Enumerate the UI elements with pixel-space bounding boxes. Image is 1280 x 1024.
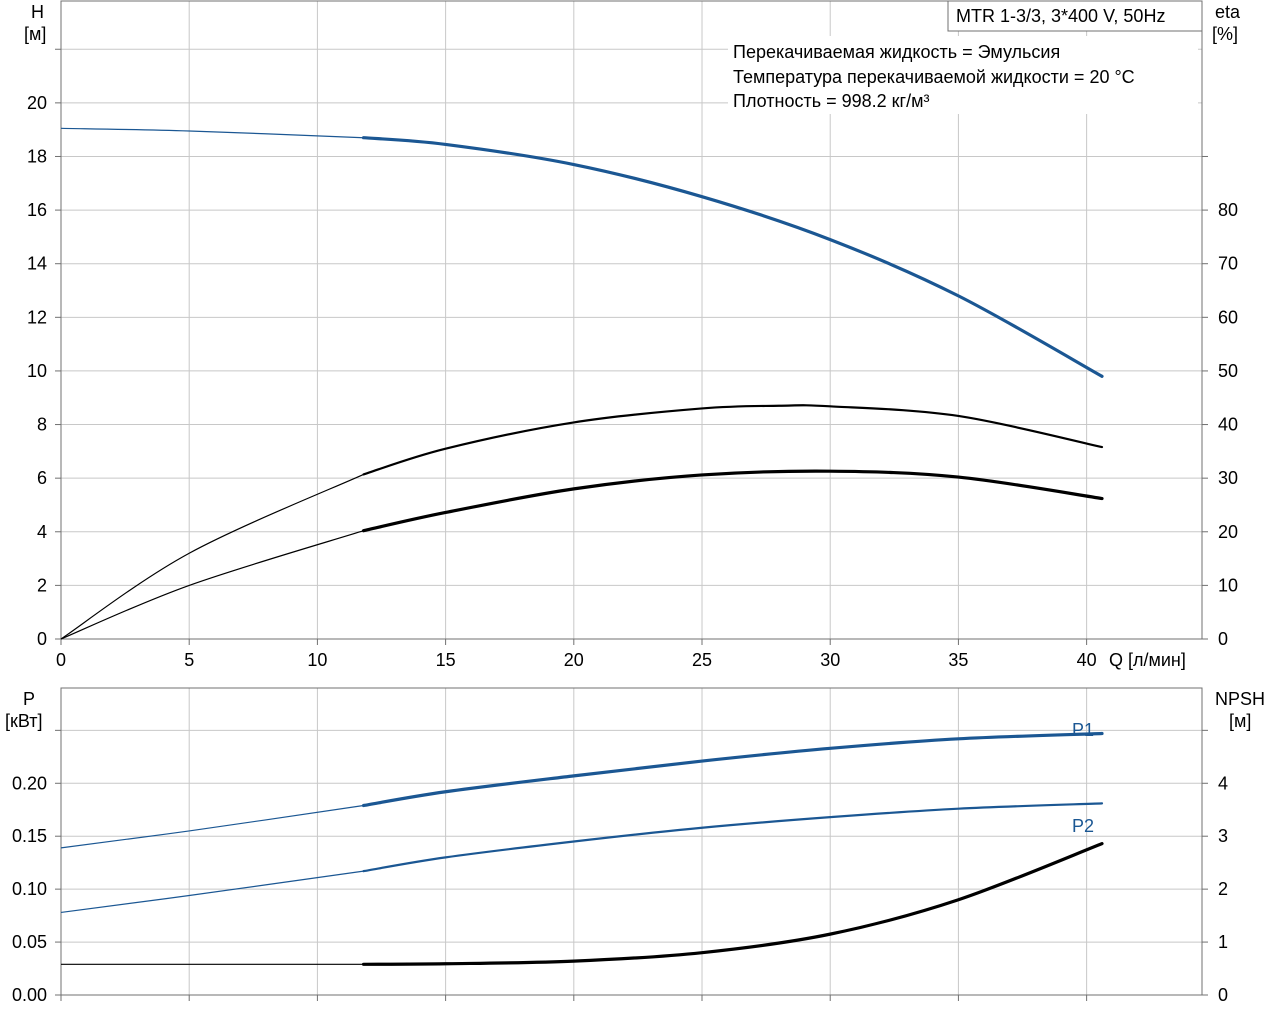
top-series-1-extrapolated (60, 473, 364, 640)
bottom-ytick-label: 0.00 (12, 985, 47, 1005)
x-tick-label: 15 (436, 650, 456, 670)
bottom-ytick-label: 0.15 (12, 826, 47, 846)
top-y2tick-label: 10 (1218, 575, 1238, 595)
bottom-ytick-label: 0.10 (12, 879, 47, 899)
info-density: Плотность = 998.2 кг/м³ (733, 91, 929, 111)
top-y2tick-label: 60 (1218, 307, 1238, 327)
top-ytick-label: 6 (37, 468, 47, 488)
top-y2tick-label: 80 (1218, 200, 1238, 220)
bottom-y2tick-label: 1 (1218, 932, 1228, 952)
top-ytick-label: 8 (37, 415, 47, 435)
bottom-y2tick-label: 2 (1218, 879, 1228, 899)
top-y-left-label-2: [м] (24, 24, 46, 44)
bottom-y2tick-label: 3 (1218, 826, 1228, 846)
top-curves (60, 127, 1104, 640)
top-ytick-label: 18 (27, 146, 47, 166)
top-y2tick-label: 70 (1218, 254, 1238, 274)
bottom-series-p1-line (361, 731, 1104, 808)
title-box (947, 0, 1203, 32)
info-background (728, 36, 1198, 114)
top-ytick-label: 0 (37, 629, 47, 649)
x-tick-label: 20 (564, 650, 584, 670)
bottom-y-left-label-2: [кВт] (5, 711, 43, 731)
bottom-series-p1-extrapolated (60, 804, 364, 849)
top-series-2-extrapolated (60, 530, 364, 640)
bottom-series-p2-extrapolated (60, 870, 364, 914)
bottom-y-right-label-1: NPSH (1215, 689, 1265, 709)
top-ytick-label: 2 (37, 575, 47, 595)
top-y2tick-label: 40 (1218, 415, 1238, 435)
top-series-0-extrapolated (60, 127, 364, 139)
bottom-y2tick-label: 0 (1218, 985, 1228, 1005)
top-series-1-line (362, 404, 1104, 476)
bottom-series-2-line (361, 842, 1104, 966)
bottom-plot-frame (60, 687, 1203, 996)
chart-title: MTR 1-3/3, 3*400 V, 50Hz (956, 6, 1165, 26)
top-ytick-label: 20 (27, 93, 47, 113)
top-y-right-label-2: [%] (1212, 24, 1238, 44)
bottom-y2tick-label: 4 (1218, 773, 1228, 793)
top-ytick-label: 4 (37, 522, 47, 542)
top-ytick-label: 16 (27, 200, 47, 220)
top-y2tick-label: 0 (1218, 629, 1228, 649)
top-y2tick-label: 20 (1218, 522, 1238, 542)
series-label-p1: P1 (1072, 720, 1094, 740)
x-tick-label: 40 (1077, 650, 1097, 670)
top-plot-frame (60, 0, 1203, 640)
x-tick-label: 35 (948, 650, 968, 670)
bottom-tick-labels: 0.00 0.05 0.10 0.15 0.20 0 1 2 3 4 (12, 729, 1228, 1005)
top-y2tick-label: 50 (1218, 361, 1238, 381)
top-ytick-label: 14 (27, 254, 47, 274)
info-temperature: Температура перекачиваемой жидкости = 20… (733, 67, 1135, 87)
bottom-ytick-label: 0.05 (12, 932, 47, 952)
series-label-p2: P2 (1072, 816, 1094, 836)
top-tick-labels: 0 2 4 6 8 10 12 14 16 18 20 0 10 20 30 40 50 60 70 80 0 5 10 15… (27, 48, 1238, 670)
x-tick-label: 5 (184, 650, 194, 670)
top-series-2-line (361, 469, 1104, 533)
bottom-grid (61, 688, 1202, 995)
x-axis-label: Q [л/мин] (1109, 650, 1186, 670)
info-liquid: Перекачиваемая жидкость = Эмульсия (733, 42, 1060, 62)
top-ytick-label: 10 (27, 361, 47, 381)
x-tick-label: 25 (692, 650, 712, 670)
bottom-series-p2-line (362, 802, 1104, 873)
top-ytick-label: 12 (27, 307, 47, 327)
bottom-y-right-label-2: [м] (1229, 711, 1251, 731)
top-y2tick-label: 30 (1218, 468, 1238, 488)
x-tick-label: 0 (56, 650, 66, 670)
x-tick-label: 30 (820, 650, 840, 670)
x-tick-label: 10 (307, 650, 327, 670)
bottom-ytick-label: 0.20 (12, 773, 47, 793)
top-series-0-line (361, 136, 1104, 378)
top-y-right-label-1: eta (1215, 2, 1241, 22)
bottom-curves (60, 731, 1104, 966)
bottom-y-left-label-1: P (23, 689, 35, 709)
top-y-left-label-1: H (31, 2, 44, 22)
